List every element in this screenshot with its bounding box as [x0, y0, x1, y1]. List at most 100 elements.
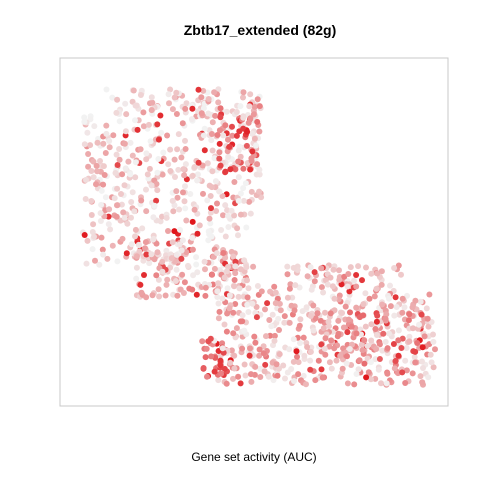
data-point: [136, 242, 143, 249]
data-point: [244, 294, 251, 301]
data-point: [424, 315, 431, 322]
data-point: [209, 147, 216, 154]
data-point: [229, 123, 235, 130]
data-point: [214, 200, 220, 207]
data-point: [235, 232, 241, 239]
data-point: [182, 105, 189, 112]
data-point: [132, 102, 139, 109]
data-point: [253, 314, 260, 321]
data-point: [104, 255, 111, 262]
data-point: [208, 353, 215, 360]
data-point: [277, 307, 284, 314]
data-point: [228, 347, 235, 354]
data-point: [417, 373, 424, 380]
data-point: [256, 352, 263, 359]
data-point: [201, 147, 208, 154]
data-point: [237, 211, 244, 218]
data-point: [311, 269, 318, 276]
data-point: [276, 365, 282, 372]
data-point: [191, 164, 198, 170]
data-point: [353, 371, 360, 377]
data-point: [232, 258, 239, 265]
data-point: [414, 340, 421, 346]
data-point: [344, 353, 350, 360]
data-point: [217, 114, 224, 121]
data-point: [355, 263, 362, 270]
data-point: [183, 217, 190, 224]
data-point: [286, 319, 293, 326]
data-point: [230, 330, 237, 337]
data-point: [98, 187, 105, 194]
data-point: [331, 345, 338, 352]
data-point: [159, 171, 166, 178]
data-point: [216, 308, 223, 315]
data-point: [113, 213, 120, 220]
data-point: [235, 198, 242, 204]
data-point: [246, 352, 253, 359]
data-point: [189, 218, 196, 225]
data-point: [90, 158, 97, 165]
data-point: [368, 337, 375, 344]
data-point: [211, 368, 218, 375]
data-point: [256, 188, 263, 195]
data-point: [362, 323, 369, 330]
data-point: [390, 341, 397, 347]
data-point: [163, 247, 170, 254]
data-point: [121, 182, 128, 189]
data-point: [114, 258, 121, 265]
data-point: [165, 161, 172, 168]
data-point: [339, 365, 346, 372]
data-point: [169, 106, 176, 113]
data-point: [187, 191, 194, 197]
data-point: [391, 312, 398, 319]
data-point: [216, 127, 223, 134]
data-point: [83, 260, 90, 267]
data-point: [148, 94, 155, 101]
data-point: [366, 295, 373, 302]
data-point: [98, 201, 105, 208]
data-point: [387, 303, 394, 310]
data-point: [172, 174, 178, 180]
data-point: [276, 327, 282, 333]
data-point: [224, 207, 231, 214]
data-point: [241, 257, 248, 264]
data-point: [159, 213, 165, 220]
data-point: [242, 180, 249, 187]
data-point: [216, 140, 223, 147]
data-point: [344, 329, 351, 336]
data-point: [318, 341, 325, 348]
data-point: [264, 300, 271, 307]
data-point: [320, 325, 327, 332]
data-point: [402, 380, 409, 386]
data-point: [363, 264, 369, 271]
data-point: [262, 361, 269, 368]
data-point: [251, 135, 258, 142]
data-point: [174, 194, 181, 201]
data-point: [353, 330, 360, 337]
data-point: [91, 123, 98, 130]
data-point: [177, 226, 183, 233]
data-point: [328, 365, 335, 372]
data-point: [319, 374, 326, 381]
data-point: [258, 288, 265, 295]
data-point: [336, 267, 342, 274]
data-point: [130, 87, 137, 94]
data-point: [199, 338, 206, 345]
data-point: [417, 298, 424, 305]
data-point: [248, 155, 255, 162]
data-point: [116, 146, 123, 152]
data-point: [257, 365, 264, 372]
x-axis-label: Gene set activity (AUC): [191, 450, 316, 464]
data-point: [274, 372, 281, 379]
data-point: [242, 372, 249, 379]
data-point: [243, 142, 250, 149]
data-point: [358, 331, 364, 338]
data-point: [322, 351, 329, 358]
data-point: [175, 166, 182, 173]
data-point: [304, 273, 311, 280]
data-point: [125, 158, 132, 165]
data-point: [127, 171, 134, 178]
data-point: [241, 327, 248, 334]
data-point: [368, 376, 374, 383]
